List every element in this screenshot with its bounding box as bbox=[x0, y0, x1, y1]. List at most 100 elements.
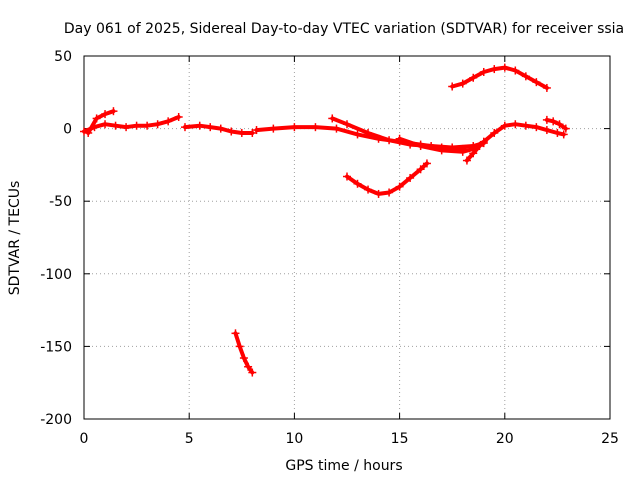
data-point bbox=[553, 128, 562, 137]
data-point bbox=[164, 117, 173, 126]
data-point bbox=[252, 126, 261, 135]
x-tick-label: 0 bbox=[80, 431, 89, 447]
data-point bbox=[406, 173, 415, 182]
data-point bbox=[542, 115, 551, 124]
data-point bbox=[549, 117, 558, 126]
data-point bbox=[290, 123, 299, 132]
data-point bbox=[311, 123, 320, 132]
axes: 0 5 10 15 20 25 50 0 -50 -100 -150 -200 bbox=[40, 49, 619, 447]
data-point bbox=[385, 136, 394, 145]
data-points bbox=[80, 63, 570, 377]
data-point bbox=[469, 73, 478, 82]
data-point bbox=[458, 147, 467, 156]
series-arc-1 bbox=[80, 112, 183, 136]
data-point bbox=[448, 82, 457, 91]
series-arc-8 bbox=[448, 63, 551, 92]
y-tick-label: 0 bbox=[63, 122, 72, 138]
y-tick-label: -100 bbox=[40, 267, 72, 283]
data-point bbox=[248, 128, 257, 137]
data-point bbox=[511, 66, 520, 75]
data-point bbox=[559, 130, 568, 139]
data-point bbox=[227, 127, 236, 136]
x-tick-label: 20 bbox=[496, 431, 514, 447]
data-point bbox=[237, 128, 246, 137]
x-tick-label: 25 bbox=[601, 431, 619, 447]
series-arc-3 bbox=[180, 121, 257, 137]
data-point bbox=[395, 134, 404, 143]
data-point bbox=[132, 121, 141, 130]
data-point bbox=[521, 72, 530, 81]
data-point bbox=[364, 128, 373, 137]
data-point bbox=[101, 110, 110, 119]
data-point bbox=[416, 165, 425, 174]
data-point bbox=[153, 120, 162, 129]
data-point bbox=[143, 121, 152, 130]
series-arc-10 bbox=[231, 329, 257, 377]
data-point bbox=[437, 146, 446, 155]
y-axis-label: SDTVAR / TECUs bbox=[7, 181, 23, 296]
data-point bbox=[542, 126, 551, 135]
data-point bbox=[122, 123, 131, 132]
y-tick-label: -200 bbox=[40, 412, 72, 428]
data-point bbox=[84, 128, 93, 137]
data-point bbox=[101, 120, 110, 129]
data-point bbox=[511, 120, 520, 129]
data-point bbox=[458, 79, 467, 88]
data-point bbox=[561, 124, 570, 133]
data-point bbox=[490, 65, 499, 74]
data-point bbox=[92, 114, 101, 123]
data-point bbox=[479, 67, 488, 76]
data-point bbox=[555, 120, 564, 129]
data-point bbox=[416, 142, 425, 151]
x-tick-label: 5 bbox=[185, 431, 194, 447]
series-trace bbox=[82, 115, 181, 134]
data-point bbox=[206, 123, 215, 132]
series-arc-11 bbox=[462, 142, 484, 165]
series-trace bbox=[345, 161, 429, 196]
data-point bbox=[462, 156, 471, 165]
data-point bbox=[475, 142, 484, 151]
y-tick-label: -50 bbox=[49, 194, 72, 210]
data-point bbox=[374, 189, 383, 198]
data-point bbox=[195, 121, 204, 130]
data-point bbox=[385, 188, 394, 197]
series-arc-7 bbox=[343, 159, 431, 198]
data-point bbox=[174, 112, 183, 121]
x-tick-label: 15 bbox=[391, 431, 409, 447]
data-point bbox=[328, 114, 337, 123]
data-point bbox=[248, 368, 257, 377]
data-point bbox=[490, 128, 499, 137]
data-point bbox=[521, 121, 530, 130]
data-point bbox=[332, 124, 341, 133]
data-point bbox=[364, 185, 373, 194]
x-tick-label: 10 bbox=[285, 431, 303, 447]
y-tick-label: -150 bbox=[40, 339, 72, 355]
data-point bbox=[269, 124, 278, 133]
data-point bbox=[542, 83, 551, 92]
data-point bbox=[216, 124, 225, 133]
data-point bbox=[80, 127, 88, 136]
data-point bbox=[343, 120, 351, 129]
data-point bbox=[231, 329, 240, 338]
data-point bbox=[479, 137, 488, 146]
data-point bbox=[244, 362, 253, 371]
data-point bbox=[395, 182, 404, 191]
data-point bbox=[109, 107, 118, 116]
data-point bbox=[532, 78, 541, 87]
data-point bbox=[500, 121, 509, 130]
series-trace bbox=[450, 65, 549, 90]
data-point bbox=[343, 172, 351, 181]
data-point bbox=[532, 123, 541, 132]
data-point bbox=[353, 179, 362, 188]
series-arc-9 bbox=[542, 115, 570, 133]
data-point bbox=[180, 123, 189, 132]
data-point bbox=[235, 342, 244, 351]
data-point bbox=[500, 63, 509, 72]
data-point bbox=[239, 354, 248, 363]
y-tick-label: 50 bbox=[54, 49, 72, 65]
series-arc-6 bbox=[395, 120, 568, 156]
grid-lines bbox=[84, 56, 610, 419]
chart-title: Day 061 of 2025, Sidereal Day-to-day VTE… bbox=[64, 21, 624, 37]
data-point bbox=[422, 159, 431, 168]
data-point bbox=[469, 149, 478, 158]
